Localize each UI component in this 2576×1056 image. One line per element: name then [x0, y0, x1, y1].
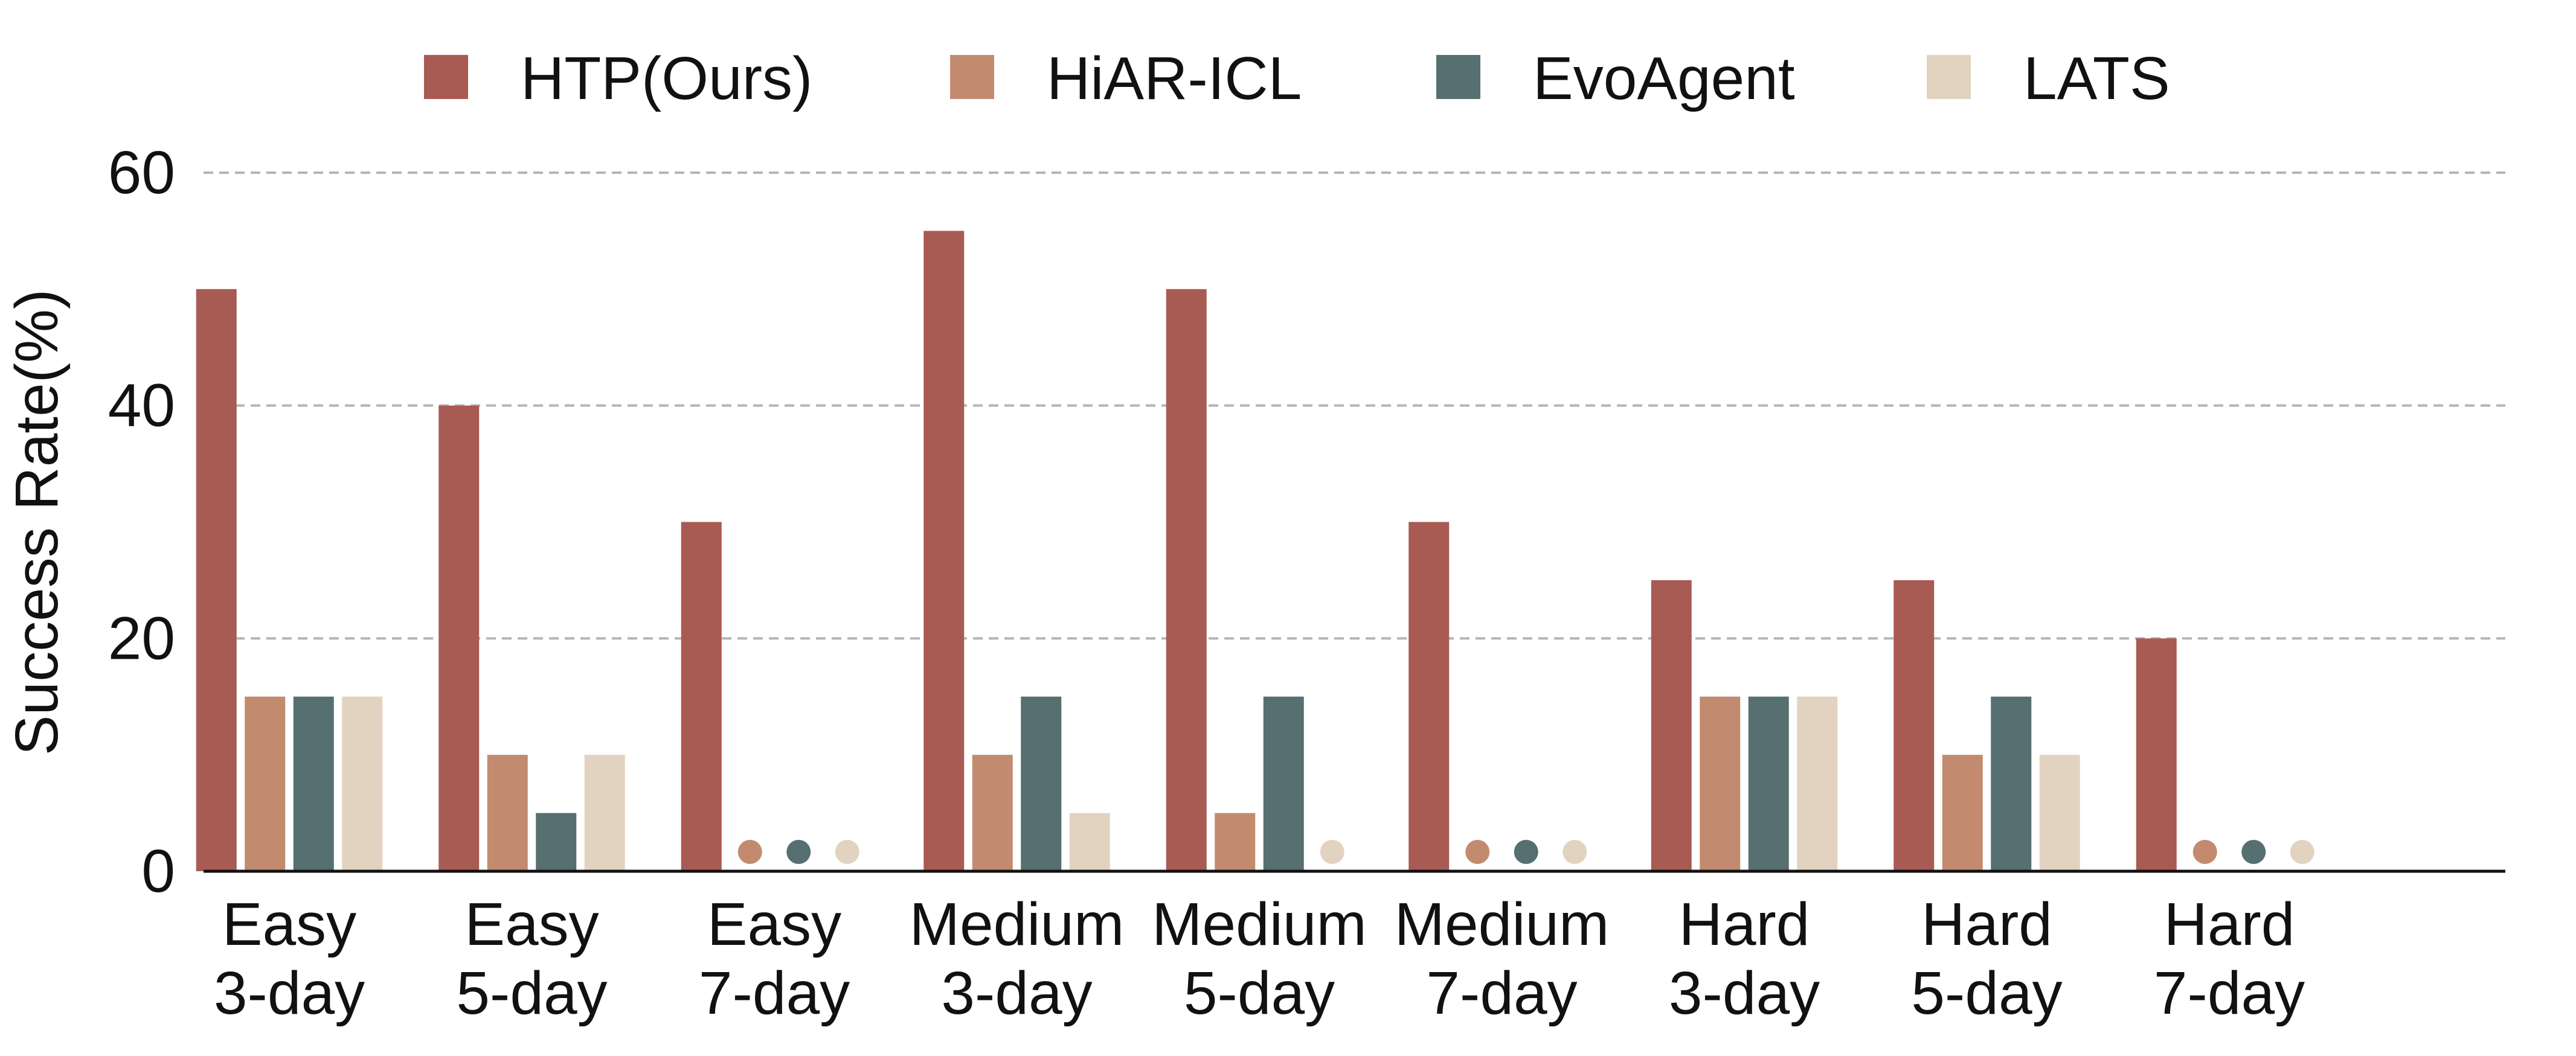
zero-value-marker	[1320, 840, 1344, 864]
x-tick-label: Easy 3-day	[214, 891, 365, 1027]
x-tick-label-line: Medium	[1395, 891, 1610, 958]
bar	[681, 522, 722, 871]
x-tick-label-line: 7-day	[1426, 959, 1577, 1027]
x-tick-label: Medium 7-day	[1395, 891, 1610, 1027]
x-tick-label-line: 7-day	[2154, 959, 2305, 1027]
x-tick-label-line: Hard	[1679, 891, 1810, 958]
bar	[438, 405, 480, 871]
y-tick-label: 0	[141, 837, 175, 905]
legend-swatch	[1927, 55, 1971, 99]
x-tick-label-line: Easy	[464, 891, 599, 958]
bar	[923, 231, 965, 872]
bar	[342, 696, 383, 871]
y-axis-label: Success Rate(%)	[3, 289, 71, 755]
y-tick-label: 60	[108, 139, 175, 206]
zero-value-marker	[1465, 840, 1490, 864]
x-tick-label-line: Hard	[2164, 891, 2295, 958]
legend-label: HTP(Ours)	[521, 45, 812, 112]
bars	[196, 231, 2314, 872]
x-tick-label-line: 7-day	[699, 959, 850, 1027]
bar	[1893, 580, 1935, 871]
bar	[1651, 580, 1692, 871]
bar	[1700, 696, 1741, 871]
legend-swatch	[424, 55, 468, 99]
x-tick-label-line: Easy	[707, 891, 841, 958]
legend-swatch	[1436, 55, 1480, 99]
bar	[1021, 696, 1062, 871]
zero-value-marker	[2241, 840, 2266, 864]
x-tick-label-line: 5-day	[456, 959, 607, 1027]
x-tick-label-line: Medium	[1152, 891, 1367, 958]
legend-label: HiAR-ICL	[1047, 45, 1302, 112]
x-tick-label-line: 5-day	[1184, 959, 1335, 1027]
zero-value-marker	[737, 840, 762, 864]
zero-value-marker	[1563, 840, 1587, 864]
bar	[1748, 696, 1789, 871]
legend-label: EvoAgent	[1533, 45, 1795, 112]
y-tick-labels: 0 20 40 60	[108, 139, 175, 905]
zero-value-marker	[1514, 840, 1538, 864]
zero-value-marker	[835, 840, 859, 864]
bar	[293, 696, 334, 871]
x-tick-label-line: 3-day	[1669, 959, 1820, 1027]
bar	[1942, 755, 1983, 871]
bar	[196, 289, 237, 871]
bar	[584, 755, 625, 871]
x-tick-label: Hard 3-day	[1669, 891, 1820, 1027]
x-tick-label: Medium 5-day	[1152, 891, 1367, 1027]
bar	[1263, 696, 1304, 871]
y-tick-label: 40	[108, 372, 175, 440]
bar	[245, 696, 286, 871]
legend-label: LATS	[2023, 45, 2170, 112]
bar	[1166, 289, 1207, 871]
zero-value-marker	[2192, 840, 2217, 864]
bar	[1408, 522, 1450, 871]
x-tick-label-line: 5-day	[1911, 959, 2062, 1027]
x-tick-label-line: Medium	[910, 891, 1125, 958]
bar	[487, 755, 528, 871]
bar	[1069, 813, 1110, 871]
x-tick-label: Hard 7-day	[2154, 891, 2305, 1027]
bar	[1991, 696, 2032, 871]
bar	[536, 813, 577, 871]
x-tick-label: Hard 5-day	[1911, 891, 2062, 1027]
y-tick-label: 20	[108, 604, 175, 672]
legend-swatch	[950, 55, 994, 99]
bar	[1215, 813, 1256, 871]
zero-value-marker	[2290, 840, 2314, 864]
x-tick-label: Easy 7-day	[699, 891, 850, 1027]
x-tick-label: Easy 5-day	[456, 891, 607, 1027]
x-tick-label: Medium 3-day	[910, 891, 1125, 1027]
legend: HTP(Ours) HiAR-ICL EvoAgent LATS	[424, 45, 2170, 112]
gridlines	[204, 171, 2505, 640]
bar	[2039, 755, 2080, 871]
zero-value-marker	[786, 840, 811, 864]
bar	[972, 755, 1013, 871]
x-tick-label-line: 3-day	[214, 959, 365, 1027]
x-tick-label-line: Easy	[222, 891, 356, 958]
x-tick-label-line: 3-day	[941, 959, 1092, 1027]
x-tick-label-line: Hard	[1921, 891, 2052, 958]
bar	[1797, 696, 1838, 871]
bar	[2136, 638, 2177, 871]
